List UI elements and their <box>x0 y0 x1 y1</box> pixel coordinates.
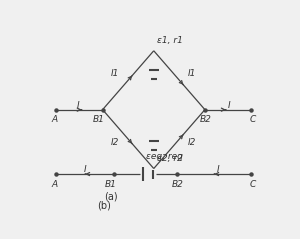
Text: I1: I1 <box>188 69 196 78</box>
Text: A: A <box>52 115 58 124</box>
Text: ε1, r1: ε1, r1 <box>157 36 183 45</box>
Text: I: I <box>216 165 219 174</box>
Text: I2: I2 <box>188 138 196 147</box>
Text: C: C <box>249 180 256 189</box>
Text: B2: B2 <box>200 115 212 124</box>
Text: ε2, r2: ε2, r2 <box>157 154 183 163</box>
Text: I: I <box>77 101 80 109</box>
Text: B1: B1 <box>105 180 117 189</box>
Text: I2: I2 <box>111 138 120 147</box>
Text: (a): (a) <box>104 191 118 201</box>
Text: εeq, req: εeq, req <box>146 152 182 161</box>
Text: A: A <box>52 180 58 189</box>
Text: I: I <box>84 165 86 174</box>
Text: I: I <box>228 101 231 109</box>
Text: I1: I1 <box>111 69 120 78</box>
Text: B2: B2 <box>172 180 184 189</box>
Text: C: C <box>249 115 256 124</box>
Text: (b): (b) <box>97 200 111 210</box>
Text: B1: B1 <box>93 115 105 124</box>
